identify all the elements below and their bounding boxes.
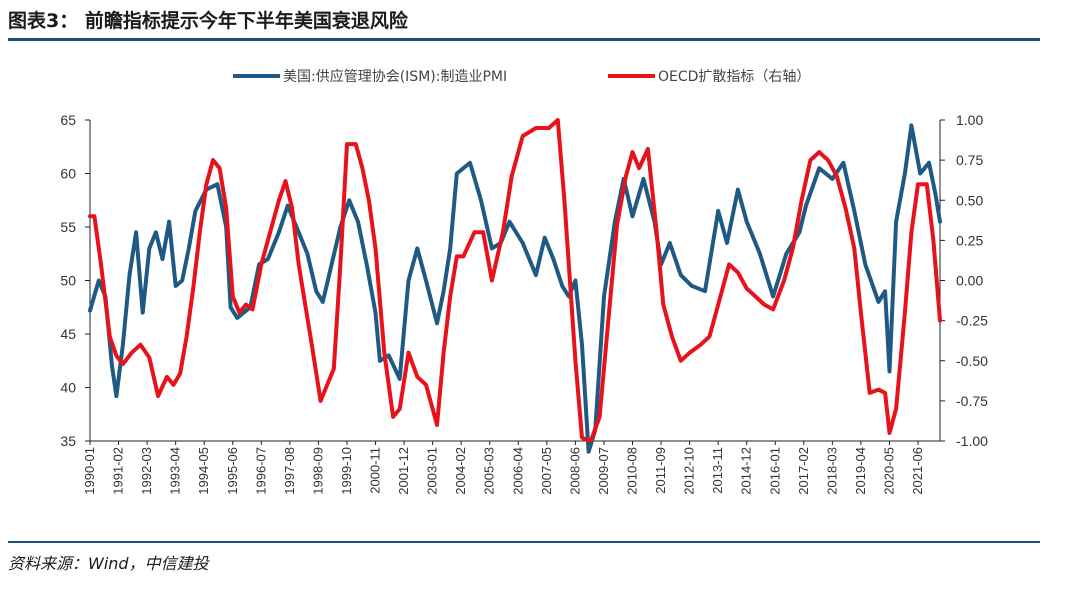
x-tick-label: 2000-11 xyxy=(368,447,383,494)
x-tick-label: 2013-11 xyxy=(710,447,725,494)
source-note: 资料来源：Wind，中信建投 xyxy=(8,554,209,573)
plot-area xyxy=(88,118,942,454)
x-tick-label: 2003-01 xyxy=(425,447,440,495)
right-tick-label: 0.75 xyxy=(956,152,983,168)
x-tick-label: 1992-03 xyxy=(139,447,154,495)
left-tick-label: 65 xyxy=(60,112,76,128)
x-tick-label: 2007-05 xyxy=(539,447,554,495)
x-tick-label: 1991-02 xyxy=(111,447,126,495)
x-tick-label: 2008-06 xyxy=(567,447,582,495)
left-tick-label: 40 xyxy=(60,380,76,396)
x-tick-label: 2009-07 xyxy=(596,447,611,495)
x-tick-label: 1994-05 xyxy=(196,447,211,495)
left-tick-label: 35 xyxy=(60,433,76,449)
x-tick-label: 2004-02 xyxy=(453,447,468,495)
right-tick-label: -0.75 xyxy=(956,393,988,409)
legend-label-pmi: 美国:供应管理协会(ISM):制造业PMI xyxy=(283,68,507,85)
left-tick-label: 45 xyxy=(60,326,76,342)
x-tick-label: 2001-12 xyxy=(396,447,411,495)
x-tick-label: 1999-10 xyxy=(339,447,354,495)
right-tick-label: 0.25 xyxy=(956,232,983,248)
x-tick-label: 2017-02 xyxy=(796,447,811,495)
x-tick-label: 1997-08 xyxy=(282,447,297,495)
x-tick-label: 2010-08 xyxy=(625,447,640,495)
x-tick-label: 2016-01 xyxy=(767,447,782,495)
x-tick-label: 1993-04 xyxy=(168,447,183,495)
right-tick-label: 0.50 xyxy=(956,192,983,208)
x-tick-label: 1996-07 xyxy=(253,447,268,495)
x-tick-label: 1995-06 xyxy=(225,447,240,495)
x-tick-label: 2011-09 xyxy=(653,447,668,494)
x-tick-label: 2005-03 xyxy=(482,447,497,495)
x-tick-label: 2019-04 xyxy=(853,447,868,495)
top-rule xyxy=(8,38,1040,41)
legend-label-oecd: OECD扩散指标（右轴） xyxy=(658,69,810,85)
x-tick-label: 1998-09 xyxy=(310,447,325,495)
left-tick-label: 50 xyxy=(60,273,76,289)
axes: 35 40 45 50 55 60 65 -1.00 -0.75 -0.50 -0.25 0.00 0.… xyxy=(60,112,988,495)
legend: 美国:供应管理协会(ISM):制造业PMI OECD扩散指标（右轴） xyxy=(233,68,810,85)
x-tick-label: 2018-03 xyxy=(824,447,839,495)
x-tick-label: 2014-12 xyxy=(739,447,754,495)
right-tick-label: 0.00 xyxy=(956,273,983,289)
right-tick-label: 1.00 xyxy=(956,112,983,128)
x-tick-label: 1990-01 xyxy=(82,447,97,495)
figure-title: 图表3： 前瞻指标提示今年下半年美国衰退风险 xyxy=(8,10,408,32)
x-tick-label: 2012-10 xyxy=(682,447,697,495)
x-tick-label: 2021-06 xyxy=(910,447,925,495)
bottom-rule xyxy=(8,541,1040,543)
right-tick-label: -1.00 xyxy=(956,433,988,449)
series-line-oecd xyxy=(88,118,942,443)
left-tick-label: 60 xyxy=(60,166,76,182)
right-tick-label: -0.25 xyxy=(956,313,988,329)
x-tick-label: 2006-04 xyxy=(510,447,525,495)
x-tick-label: 2020-05 xyxy=(881,447,896,495)
series-line-pmi xyxy=(88,123,942,454)
right-tick-label: -0.50 xyxy=(956,353,988,369)
left-tick-label: 55 xyxy=(60,219,76,235)
